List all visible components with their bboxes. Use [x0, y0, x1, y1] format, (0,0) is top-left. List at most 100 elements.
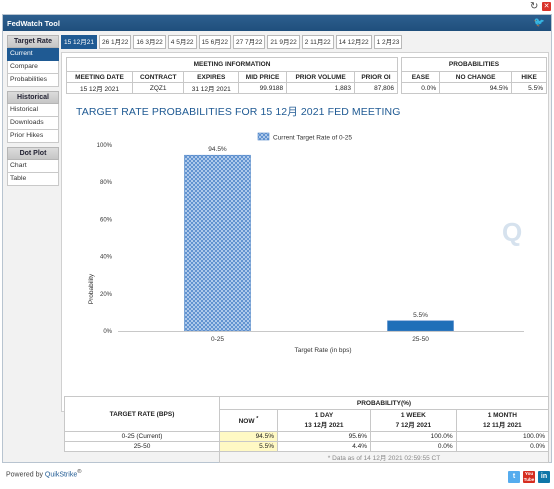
- youtube-icon[interactable]: You Tube: [523, 471, 535, 483]
- now-footnote-mark: *: [256, 415, 259, 422]
- rate-cell: 0-25 (Current): [64, 431, 220, 442]
- y-axis-label: Probability: [88, 273, 95, 304]
- table-row: 0-25 (Current) 94.5% 95.6% 100.0% 100.0%: [64, 431, 550, 442]
- sidebar-heading-historical: Historical: [7, 91, 59, 104]
- data-timestamp: * Data as of 14 12月 2021 02:59:55 CT: [219, 451, 549, 463]
- sidebar-heading-dot-plot: Dot Plot: [7, 147, 59, 160]
- value-cell: 0.0%: [370, 441, 457, 452]
- ease-cell: 0.0%: [400, 82, 441, 94]
- contract-cell: ZQZ1: [131, 82, 185, 94]
- column-header-now: NOW *: [219, 409, 278, 432]
- app-title: FedWatch Tool: [7, 19, 60, 28]
- column-header: MID PRICE: [238, 71, 288, 83]
- sidebar-item-downloads[interactable]: Downloads: [7, 117, 59, 130]
- column-header: NO CHANGE: [439, 71, 513, 83]
- table-row: 15 12月 2021 ZQZ1 31 12月 2021 99.9188 1,8…: [66, 82, 399, 94]
- tab-meeting-1[interactable]: 15 12月21: [61, 35, 97, 49]
- tab-meeting-4[interactable]: 4 5月22: [167, 35, 197, 49]
- expires-cell: 31 12月 2021: [183, 82, 240, 94]
- chart-bar[interactable]: [387, 320, 454, 332]
- page-footer: Powered by QuikStrike® t You Tube in: [0, 463, 554, 489]
- probabilities-heading: PROBABILITIES: [401, 57, 547, 72]
- x-axis-label: Target Rate (in bps): [294, 347, 351, 354]
- sidebar-item-historical[interactable]: Historical: [7, 104, 59, 117]
- now-label: NOW: [238, 418, 255, 426]
- sidebar-item-current[interactable]: Current: [7, 48, 59, 61]
- table-row: 25-50 5.5% 4.4% 0.0% 0.0%: [64, 441, 550, 452]
- value-cell: 100.0%: [370, 431, 457, 442]
- tab-meeting-6[interactable]: 27 7月22: [232, 35, 266, 49]
- watermark-logo: Q: [502, 217, 522, 247]
- tab-meeting-10[interactable]: 1 2月23: [373, 35, 403, 49]
- meeting-date-cell: 15 12月 2021: [66, 82, 133, 94]
- now-cell: 5.5%: [219, 441, 278, 452]
- tab-meeting-2[interactable]: 26 1月22: [99, 35, 132, 49]
- twitter-icon[interactable]: t: [508, 471, 520, 483]
- column-label: 1 DAY: [314, 412, 334, 419]
- close-icon[interactable]: ✕: [542, 2, 551, 11]
- column-header: PRIOR OI: [353, 71, 399, 83]
- hike-cell: 5.5%: [511, 82, 547, 94]
- column-header-1-week: 1 WEEK 7 12月 2021: [370, 409, 457, 432]
- y-tick-label: 60%: [100, 217, 113, 223]
- column-header-1-day: 1 DAY 13 12月 2021: [276, 409, 372, 432]
- x-axis: 0-25 25-50: [118, 331, 524, 343]
- brand-name[interactable]: QuikStrike: [44, 471, 78, 479]
- refresh-icon[interactable]: ↻: [530, 1, 539, 12]
- table-row: 0.0% 94.5% 5.5%: [400, 82, 547, 94]
- sidebar-item-chart[interactable]: Chart: [7, 160, 59, 173]
- column-header: PRIOR VOLUME: [286, 71, 355, 83]
- footnote-spacer: [65, 452, 220, 463]
- bar-series: 94.5% 5.5%: [184, 146, 454, 332]
- column-label: 1 WEEK: [400, 412, 426, 419]
- linkedin-icon[interactable]: in: [538, 471, 550, 483]
- probabilities-table: PROBABILITIES EASE NO CHANGE HIKE 0.0% 9…: [400, 57, 547, 94]
- sidebar: Target Rate Current Compare Probabilitie…: [7, 35, 59, 186]
- mid-price-cell: 99.9188: [238, 82, 288, 94]
- tab-meeting-8[interactable]: 2 11月22: [301, 35, 334, 49]
- column-header: EXPIRES: [183, 71, 240, 83]
- tab-meeting-9[interactable]: 14 12月22: [335, 35, 372, 49]
- target-rate-heading: TARGET RATE (BPS): [64, 396, 220, 432]
- column-date: 13 12月 2021: [304, 422, 344, 429]
- window-topbar: ↻ ✕: [0, 0, 554, 14]
- chart-bar[interactable]: [184, 154, 251, 332]
- y-tick-label: 0%: [103, 329, 112, 335]
- column-header: CONTRACT: [131, 71, 185, 83]
- x-tick-label: 0-25: [211, 336, 224, 343]
- main-content: 15 12月21 26 1月22 16 3月22 4 5月22 15 6月22 …: [61, 35, 550, 463]
- probability-chart: Current Target Rate of 0-25 Q 0% 20% 40% 60…: [88, 132, 524, 354]
- meeting-tabs: 15 12月21 26 1月22 16 3月22 4 5月22 15 6月22 …: [61, 35, 404, 49]
- sidebar-heading-target-rate: Target Rate: [7, 35, 59, 48]
- tab-meeting-3[interactable]: 16 3月22: [133, 35, 166, 49]
- column-header-1-month: 1 MONTH 12 11月 2021: [455, 409, 550, 432]
- sidebar-item-compare[interactable]: Compare: [7, 61, 59, 74]
- powered-by-label: Powered by: [6, 471, 43, 479]
- prior-oi-cell: 87,806: [353, 82, 399, 94]
- prior-volume-cell: 1,883: [286, 82, 355, 94]
- twitter-icon[interactable]: 🐦: [533, 18, 545, 28]
- tab-meeting-5[interactable]: 15 6月22: [198, 35, 231, 49]
- legend-swatch: [257, 132, 270, 141]
- sidebar-item-probabilities[interactable]: Probabilities: [7, 74, 59, 87]
- value-cell: 4.4%: [276, 441, 372, 452]
- chart-title: TARGET RATE PROBABILITIES FOR 15 12月 202…: [76, 106, 401, 118]
- probability-history-table: TARGET RATE (BPS) PROBABILITY(%) NOW * 1…: [64, 396, 550, 463]
- sidebar-item-prior-hikes[interactable]: Prior Hikes: [7, 130, 59, 143]
- column-label: 1 MONTH: [487, 412, 517, 419]
- tab-meeting-7[interactable]: 21 9月22: [267, 35, 300, 49]
- y-tick-label: 20%: [100, 292, 113, 298]
- value-cell: 100.0%: [455, 431, 550, 442]
- probability-heading: PROBABILITY(%): [219, 396, 549, 410]
- meeting-panel: MEETING INFORMATION MEETING DATE CONTRAC…: [61, 52, 549, 412]
- y-tick-label: 100%: [97, 143, 113, 149]
- brand-mark: ®: [77, 469, 82, 475]
- value-cell: 95.6%: [276, 431, 372, 442]
- now-cell: 94.5%: [219, 431, 278, 442]
- bar-value-label: 5.5%: [413, 312, 428, 319]
- value-cell: 0.0%: [455, 441, 550, 452]
- meeting-info-heading: MEETING INFORMATION: [66, 57, 398, 72]
- sidebar-item-table[interactable]: Table: [7, 173, 59, 186]
- fedwatch-panel: FedWatch Tool 🐦 Target Rate Current Comp…: [2, 14, 552, 463]
- meeting-info-table: MEETING INFORMATION MEETING DATE CONTRAC…: [66, 57, 399, 94]
